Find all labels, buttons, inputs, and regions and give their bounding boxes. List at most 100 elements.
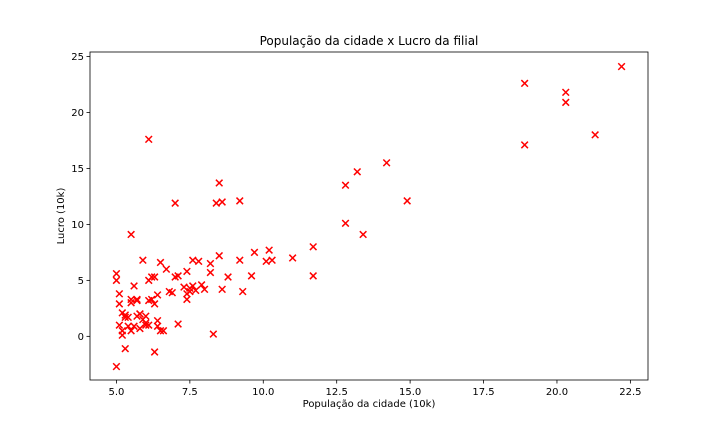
data-point	[124, 313, 133, 322]
data-point	[115, 300, 124, 308]
data-point	[235, 256, 244, 265]
data-point	[188, 256, 197, 265]
x-tick-label: 20.0	[546, 387, 568, 398]
data-point	[262, 257, 271, 266]
data-point	[144, 296, 153, 305]
data-point	[171, 199, 179, 207]
data-point	[127, 230, 135, 239]
data-point	[153, 316, 162, 325]
data-point	[197, 281, 206, 289]
x-tick-label: 12.5	[326, 387, 348, 398]
data-point	[150, 273, 159, 281]
chart-title: População da cidade x Lucro da filial	[260, 34, 479, 48]
x-tick-label: 17.5	[472, 387, 494, 398]
data-point	[212, 199, 221, 207]
x-axis-ticks: 5.0 7.5 10.0 12.5 15.0 17.5 20.0 22.5	[108, 380, 642, 398]
data-point	[341, 219, 350, 228]
data-point	[118, 326, 127, 335]
data-point	[359, 230, 367, 239]
data-point	[130, 282, 138, 290]
data-point	[127, 326, 135, 335]
data-point	[133, 295, 141, 304]
data-points	[112, 62, 626, 371]
data-point	[561, 88, 570, 97]
data-point	[136, 324, 144, 333]
data-point	[617, 62, 626, 71]
data-point	[520, 141, 529, 149]
y-axis-ticks: 0 5 10 15 20 25	[71, 52, 90, 343]
data-point	[206, 268, 215, 277]
data-point	[121, 313, 130, 322]
data-point	[224, 273, 232, 281]
data-point	[150, 300, 159, 308]
data-point	[112, 269, 121, 278]
data-point	[144, 276, 153, 285]
data-point	[186, 287, 194, 296]
y-tick-label: 0	[78, 332, 84, 343]
data-point	[112, 276, 121, 285]
data-point	[238, 287, 247, 296]
data-point	[156, 258, 165, 267]
data-point	[174, 320, 182, 328]
data-point	[171, 273, 179, 281]
data-point	[112, 362, 121, 371]
data-point	[382, 158, 391, 167]
data-point	[144, 135, 153, 144]
data-point	[218, 285, 226, 294]
data-point	[124, 322, 133, 331]
data-point	[141, 321, 150, 329]
data-point	[403, 197, 412, 205]
data-point	[309, 272, 318, 280]
data-point	[144, 321, 153, 329]
data-point	[153, 322, 162, 331]
data-point	[265, 246, 273, 254]
data-point	[139, 256, 147, 265]
y-axis-label: Lucro (10k)	[56, 188, 67, 245]
data-point	[121, 344, 130, 353]
data-point	[561, 98, 570, 107]
data-point	[309, 242, 318, 251]
data-point	[353, 167, 362, 176]
data-point	[139, 315, 147, 324]
data-point	[115, 289, 124, 298]
data-point	[288, 254, 297, 262]
data-point	[341, 181, 350, 190]
data-point	[133, 296, 141, 305]
data-point	[218, 198, 226, 206]
data-point	[183, 267, 191, 276]
data-point	[209, 330, 218, 338]
data-point	[215, 179, 224, 187]
data-point	[206, 259, 215, 268]
data-point	[268, 256, 276, 265]
y-tick-label: 5	[78, 276, 84, 287]
data-point	[183, 295, 191, 304]
data-point	[136, 310, 144, 318]
data-point	[162, 265, 171, 274]
y-tick-label: 25	[71, 52, 84, 63]
y-tick-label: 20	[71, 108, 84, 119]
data-point	[127, 295, 135, 304]
data-point	[180, 283, 188, 291]
data-point	[247, 272, 256, 280]
data-point	[194, 257, 203, 266]
x-tick-label: 22.5	[619, 387, 641, 398]
data-point	[188, 282, 197, 290]
data-point	[159, 326, 168, 335]
y-tick-label: 10	[71, 220, 84, 231]
data-point	[153, 291, 162, 299]
data-point	[191, 286, 200, 295]
axes-frame	[89, 51, 649, 381]
data-point	[115, 321, 124, 329]
data-point	[250, 248, 259, 257]
y-tick-label: 15	[71, 164, 84, 175]
data-point	[165, 287, 174, 296]
data-point	[215, 251, 224, 260]
x-tick-label: 5.0	[108, 387, 124, 398]
x-axis-label: População da cidade (10k)	[303, 399, 436, 410]
x-tick-label: 15.0	[399, 387, 421, 398]
data-point	[156, 326, 165, 335]
data-point	[591, 131, 599, 139]
data-point	[235, 197, 244, 205]
